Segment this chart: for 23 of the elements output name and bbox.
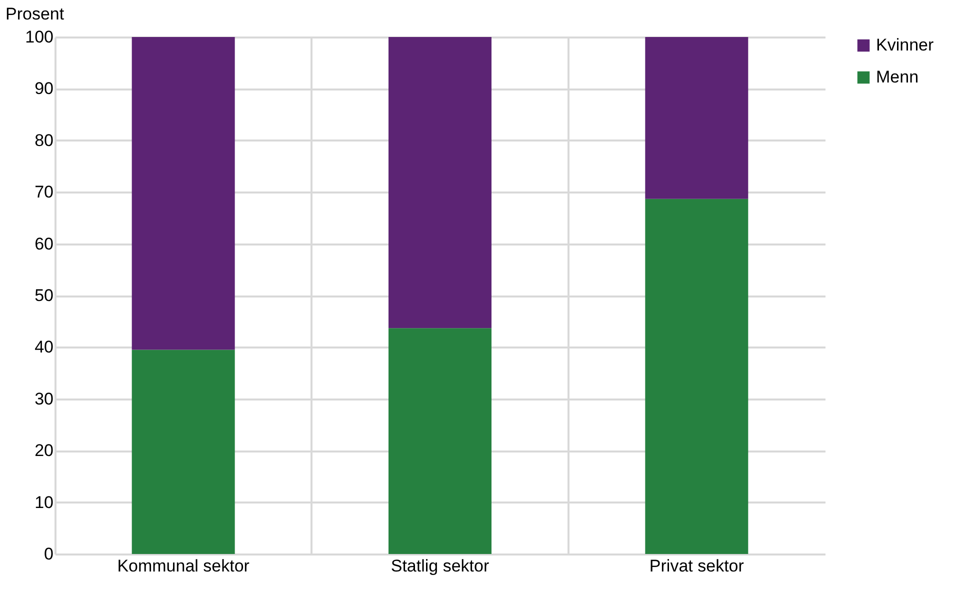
y-tick-label: 80 [34, 130, 54, 150]
y-tick-label: 10 [34, 492, 54, 512]
y-tick-label: 40 [34, 338, 54, 357]
bar [645, 37, 748, 199]
x-tick-label: Statlig sektor [390, 556, 490, 576]
y-tick-label: 70 [34, 182, 54, 202]
legend-label: Kvinner [876, 36, 934, 54]
bar [645, 198, 748, 554]
legend-label: Menn [876, 68, 919, 86]
y-tick-label: 30 [34, 389, 54, 408]
y-tick-label: 90 [34, 79, 54, 98]
y-tick-label: 0 [44, 544, 54, 564]
bar [132, 37, 235, 350]
y-tick-label: 100 [25, 28, 54, 46]
x-tick-label: Kommunal sektor [117, 556, 250, 576]
y-tick-label: 60 [34, 234, 54, 254]
bar [388, 37, 492, 328]
y-tick-label: 20 [34, 441, 54, 460]
y-tick-label: 50 [34, 286, 54, 305]
bar [132, 350, 235, 554]
bar [388, 328, 492, 554]
x-tick-label: Privat sektor [649, 556, 744, 576]
y-axis-title: Prosent [6, 4, 64, 24]
